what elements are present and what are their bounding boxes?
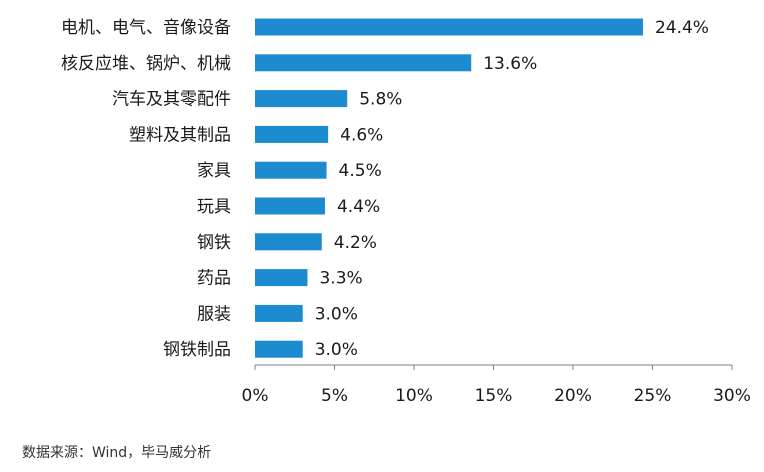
category-label: 家具 xyxy=(197,161,231,181)
bar xyxy=(255,54,472,72)
category-label: 服装 xyxy=(197,304,231,324)
bar xyxy=(255,161,327,179)
x-tick-label: 20% xyxy=(554,386,592,406)
value-label: 3.0% xyxy=(315,304,358,324)
x-tick-label: 30% xyxy=(713,386,751,406)
bar xyxy=(255,90,348,108)
bar xyxy=(255,125,329,143)
x-tick-label: 5% xyxy=(321,386,348,406)
value-label: 4.2% xyxy=(334,233,377,253)
category-label: 钢铁 xyxy=(197,233,231,253)
value-label: 24.4% xyxy=(655,18,709,38)
value-label: 3.0% xyxy=(315,340,358,360)
value-label: 4.5% xyxy=(339,161,382,181)
bar-chart: 电机、电气、音像设备 24.4% 核反应堆、锅炉、机械 13.6% 汽车及其零配件 5.8… xyxy=(61,18,751,406)
x-tick-label: 0% xyxy=(242,386,269,406)
bar xyxy=(255,304,303,322)
x-tick-label: 25% xyxy=(634,386,672,406)
source-note: 数据来源：Wind，毕马威分析 xyxy=(22,445,212,461)
bar xyxy=(255,269,308,287)
bar xyxy=(255,18,643,36)
category-label: 钢铁制品 xyxy=(163,340,231,360)
category-label: 汽车及其零配件 xyxy=(112,90,231,110)
value-label: 5.8% xyxy=(359,90,402,110)
category-label: 塑料及其制品 xyxy=(129,125,231,145)
category-label: 核反应堆、锅炉、机械 xyxy=(61,54,231,74)
category-label: 药品 xyxy=(197,269,231,289)
bar xyxy=(255,197,325,215)
value-label: 13.6% xyxy=(483,54,537,74)
category-label: 玩具 xyxy=(197,197,231,217)
value-label: 4.6% xyxy=(340,125,383,145)
bar xyxy=(255,340,303,358)
bar xyxy=(255,233,322,251)
category-label: 电机、电气、音像设备 xyxy=(61,18,231,38)
value-label: 3.3% xyxy=(319,269,362,289)
x-tick-label: 15% xyxy=(475,386,513,406)
value-label: 4.4% xyxy=(337,197,380,217)
x-tick-label: 10% xyxy=(395,386,433,406)
